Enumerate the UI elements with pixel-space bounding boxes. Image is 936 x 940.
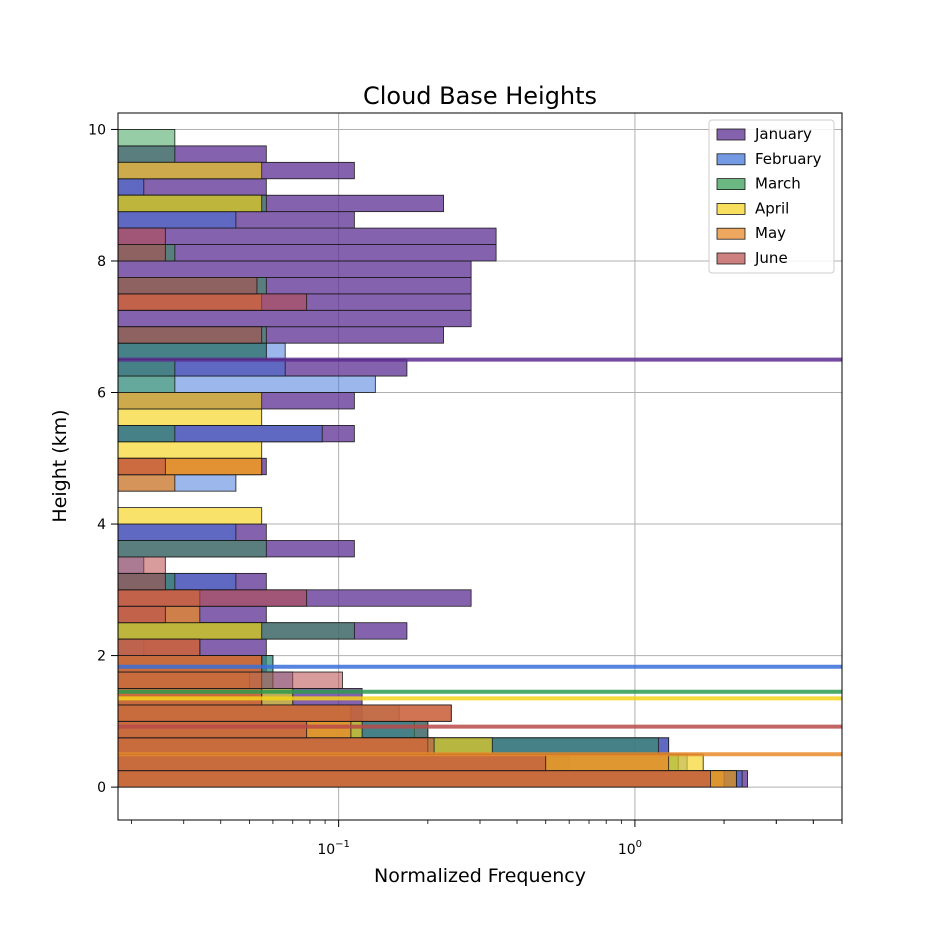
histogram-bar <box>118 161 263 180</box>
legend-label: May <box>755 224 786 242</box>
histogram-bar <box>118 326 263 344</box>
histogram-bar <box>118 408 263 426</box>
plot-frame <box>117 112 843 821</box>
histogram-bar <box>118 392 263 410</box>
histogram-bar <box>118 359 176 377</box>
histogram-bar <box>118 194 263 213</box>
histogram-bar <box>118 737 435 755</box>
y-tick-label: 8 <box>97 254 106 270</box>
histogram-bar <box>118 572 166 591</box>
legend-label: March <box>755 175 801 193</box>
histogram-bar <box>118 260 472 278</box>
legend-swatch <box>716 178 746 191</box>
x-tick-label: 10−1 <box>317 839 350 858</box>
legend-swatch <box>716 153 746 166</box>
histogram-bar <box>118 720 308 739</box>
histogram-bar <box>118 556 166 574</box>
mean-lines-layer <box>118 357 842 757</box>
histogram-bar <box>118 178 145 196</box>
histogram-bar <box>118 638 201 656</box>
legend-label: January <box>754 125 812 143</box>
histogram-bar <box>118 507 263 525</box>
histogram-bar <box>118 211 237 229</box>
histogram-bar <box>118 424 176 443</box>
legend-swatch <box>716 227 746 240</box>
legend: January February March April May June <box>708 119 835 274</box>
histogram-bar <box>118 523 237 541</box>
histogram-bar <box>118 375 176 393</box>
x-tick-label: 100 <box>618 839 642 858</box>
y-axis-label: Height (km) <box>49 409 71 522</box>
histogram-bar <box>118 244 166 262</box>
legend-swatch <box>716 252 746 265</box>
histogram-bar <box>118 753 547 772</box>
histogram-bar <box>118 655 263 673</box>
histogram-bar <box>118 457 166 476</box>
y-tick-label: 6 <box>97 386 106 402</box>
histogram-bar <box>118 671 343 689</box>
y-tick-label: 2 <box>97 649 106 665</box>
histogram-bar <box>118 309 472 328</box>
histogram-bar <box>118 474 176 492</box>
axes-layer: 0 2 4 6 8 10 10−1 100 <box>88 112 843 858</box>
histogram-bar <box>118 704 452 722</box>
histogram-bar <box>118 605 166 624</box>
histogram-bar <box>118 589 308 607</box>
histogram-bar <box>118 227 497 245</box>
histogram-bar <box>118 293 308 311</box>
legend-swatch <box>716 202 746 215</box>
histogram-bar <box>118 770 711 788</box>
y-tick-label: 10 <box>88 122 106 138</box>
histogram-bar <box>118 227 166 245</box>
histogram-bar <box>118 277 258 295</box>
histogram-bar <box>118 145 176 163</box>
bars-layer <box>118 129 748 788</box>
legend-swatch <box>716 128 746 141</box>
x-axis-label: Normalized Frequency <box>374 865 586 887</box>
legend-label: June <box>754 249 788 267</box>
chart-title: Cloud Base Heights <box>363 82 597 110</box>
histogram-bar <box>118 622 263 640</box>
histogram-bar <box>118 129 176 147</box>
y-tick-label: 4 <box>97 517 106 533</box>
y-tick-label: 0 <box>97 780 106 796</box>
histogram-bar <box>118 342 267 361</box>
legend-label: April <box>755 199 789 217</box>
histogram-bar <box>118 540 267 558</box>
histogram-bar <box>118 441 263 459</box>
legend-label: February <box>755 150 822 168</box>
